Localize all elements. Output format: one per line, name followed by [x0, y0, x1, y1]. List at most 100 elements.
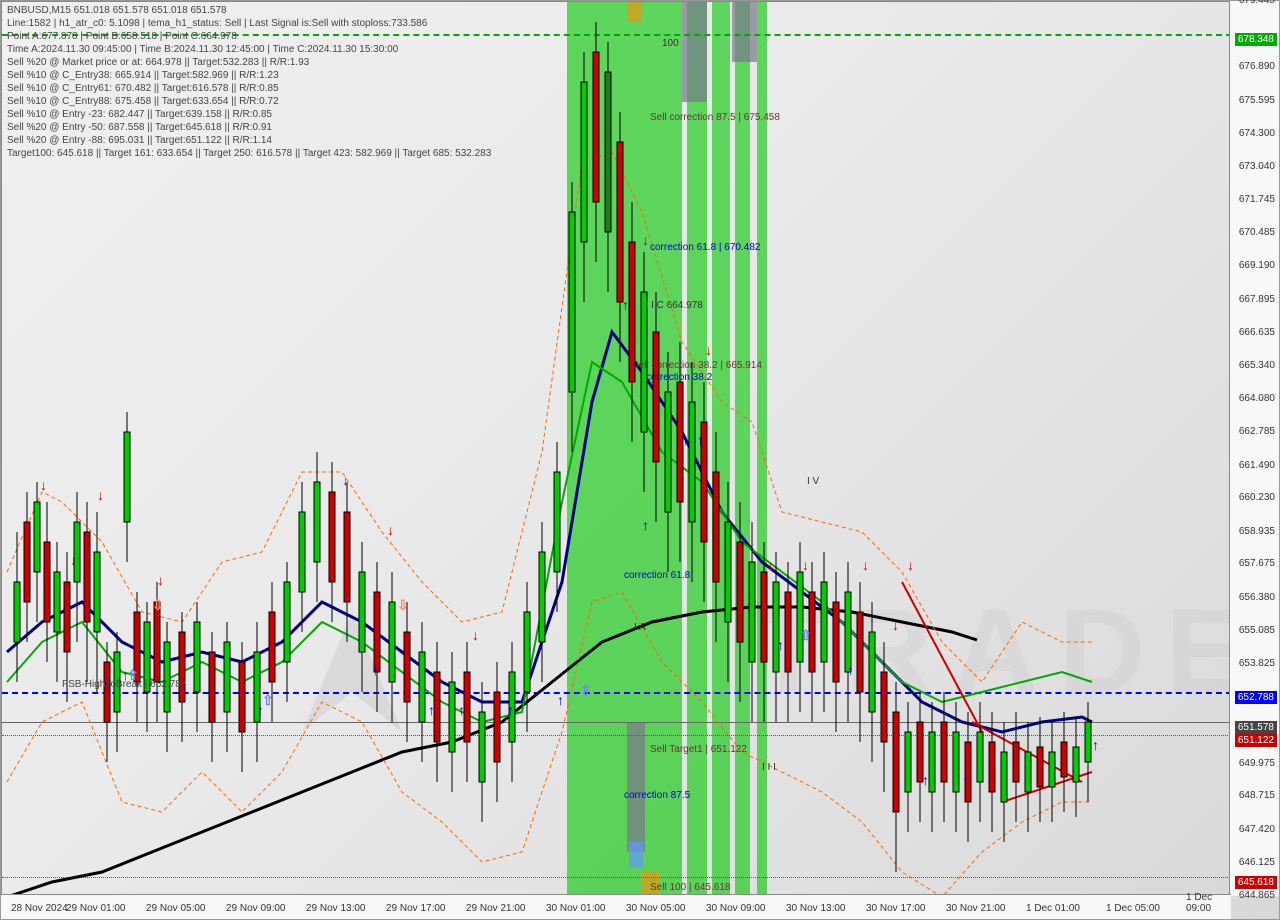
price-tick: 673.040: [1239, 161, 1275, 172]
annotation-sell-target: Sell Target1 | 651.122: [650, 744, 747, 755]
price-badge: 652.788: [1235, 691, 1277, 704]
annotation-c-line: I I I C 664.978: [640, 300, 703, 311]
price-tick: 661.490: [1239, 460, 1275, 471]
price-tick: 666.635: [1239, 327, 1275, 338]
symbol-header: BNBUSD,M15 651.018 651.578 651.018 651.5…: [7, 5, 227, 16]
annotation-sell-100: Sell 100 | 645.618: [650, 882, 730, 893]
signal-arrow-icon: ↑: [642, 517, 649, 533]
time-tick: 30 Nov 13:00: [786, 903, 846, 914]
time-tick: 29 Nov 09:00: [226, 903, 286, 914]
info-line: Sell %20 @ Entry -88: 695.031 || Target:…: [7, 135, 272, 146]
price-tick: 656.380: [1239, 592, 1275, 603]
price-tick: 670.485: [1239, 227, 1275, 238]
signal-arrow-icon: ↑: [102, 677, 109, 693]
price-tick: 674.300: [1239, 128, 1275, 139]
signal-arrow-icon: ↓: [472, 627, 479, 643]
annotation-corr-618: correction 61.8 | 670.482: [650, 242, 760, 253]
time-tick: 29 Nov 01:00: [66, 903, 126, 914]
time-tick: 29 Nov 13:00: [306, 903, 366, 914]
signal-arrow-icon: ↑: [697, 432, 704, 448]
price-tick: 644.865: [1239, 890, 1275, 901]
info-line: Sell %10 @ C_Entry61: 670.482 || Target:…: [7, 83, 279, 94]
info-line: Point A:677.878 | Point B:658.518 | Poin…: [7, 31, 237, 42]
annotation-iii: I I I: [762, 762, 776, 773]
signal-arrow-icon: ↓: [157, 572, 164, 588]
time-tick: 1 Dec 09:00: [1186, 892, 1231, 914]
signal-arrow-icon: ↑: [428, 702, 435, 718]
signal-arrow-icon: ↓: [862, 557, 869, 573]
signal-arrow-icon: ↓: [387, 522, 394, 538]
signal-arrow-icon: ↓: [40, 477, 47, 493]
signal-arrow-icon: ↑: [372, 662, 379, 678]
info-line: Sell %20 @ Entry -50: 687.558 || Target:…: [7, 122, 272, 133]
time-tick: 30 Nov 09:00: [706, 903, 766, 914]
signal-arrow-icon: ↓: [342, 472, 349, 488]
info-line: Sell %20 @ Market price or at: 664.978 |…: [7, 57, 309, 68]
info-line: Line:1582 | h1_atr_c0: 5.1098 | tema_h1_…: [7, 18, 427, 29]
time-tick: 29 Nov 17:00: [386, 903, 446, 914]
signal-arrow-icon: ↓: [892, 617, 899, 633]
time-tick: 30 Nov 21:00: [946, 903, 1006, 914]
price-tick: 655.085: [1239, 625, 1275, 636]
price-tick: 679.445: [1239, 0, 1275, 6]
time-axis: 28 Nov 202429 Nov 01:0029 Nov 05:0029 No…: [1, 894, 1231, 919]
time-tick: 1 Dec 01:00: [1026, 903, 1080, 914]
price-badge: 651.122: [1235, 734, 1277, 747]
signal-arrow-icon: ↓: [642, 232, 649, 248]
price-tick: 660.230: [1239, 492, 1275, 503]
annotation-sell-corr-875: Sell correction 87.5 | 675.458: [650, 112, 780, 123]
info-line: Time A:2024.11.30 09:45:00 | Time B:2024…: [7, 44, 398, 55]
annotation-a: I A: [634, 622, 646, 633]
time-tick: 29 Nov 05:00: [146, 903, 206, 914]
price-tick: 647.420: [1239, 824, 1275, 835]
signal-arrow-icon: ⇩: [397, 597, 409, 614]
time-tick: 30 Nov 05:00: [626, 903, 686, 914]
signal-arrow-icon: ↑: [557, 692, 564, 708]
signal-arrow-icon: ↓: [705, 342, 712, 358]
signal-arrow-icon: ⇧: [580, 682, 592, 699]
annotation-sell-corr-382: Sell correction 38.2 | 665.914: [632, 360, 762, 371]
signal-arrow-icon: ↑: [922, 772, 929, 788]
info-line: Target100: 645.618 || Target 161: 633.65…: [7, 148, 491, 159]
price-tick: 648.715: [1239, 790, 1275, 801]
time-tick: 1 Dec 05:00: [1106, 903, 1160, 914]
signal-arrow-icon: ↑: [682, 432, 689, 448]
signal-arrow-icon: ⇩: [152, 597, 164, 614]
signal-arrow-icon: ↓: [802, 557, 809, 573]
signal-arrow-icon: ↑: [962, 772, 969, 788]
price-tick: 657.675: [1239, 558, 1275, 569]
annotation-corr-618b: correction 61.8: [624, 570, 690, 581]
price-badge: 678.348: [1235, 33, 1277, 46]
annotation-iv: I V: [807, 476, 819, 487]
annotation-corr-875: correction 87.5: [624, 790, 690, 801]
price-badge: 645.618: [1235, 876, 1277, 889]
signal-arrow-icon: ↓: [70, 552, 77, 568]
chart-area[interactable]: TRADE: [1, 1, 1231, 896]
signal-arrow-icon: ↑: [458, 702, 465, 718]
signal-arrow-icon: ↑: [777, 637, 784, 653]
price-tick: 665.340: [1239, 360, 1275, 371]
price-tick: 653.825: [1239, 658, 1275, 669]
time-tick: 29 Nov 21:00: [466, 903, 526, 914]
time-tick: 30 Nov 01:00: [546, 903, 606, 914]
price-tick: 664.080: [1239, 393, 1275, 404]
price-tick: 667.895: [1239, 294, 1275, 305]
price-tick: 675.595: [1239, 95, 1275, 106]
signal-arrow-icon: ⇧: [262, 692, 274, 709]
price-badge: 651.578: [1235, 721, 1277, 734]
price-tick: 676.890: [1239, 61, 1275, 72]
annotation-100: 100: [662, 38, 679, 49]
signal-arrow-icon: ↑: [622, 297, 629, 313]
time-tick: 30 Nov 17:00: [866, 903, 926, 914]
info-line: Sell %10 @ C_Entry38: 665.914 || Target:…: [7, 70, 279, 81]
signal-arrow-icon: ⇧: [800, 627, 812, 644]
price-tick: 649.975: [1239, 758, 1275, 769]
info-line: Sell %10 @ Entry -23: 682.447 || Target:…: [7, 109, 272, 120]
info-line: Sell %10 @ C_Entry88: 675.458 || Target:…: [7, 96, 279, 107]
signal-arrow-icon: ↑: [847, 662, 854, 678]
signal-arrow-icon: ↓: [97, 487, 104, 503]
price-tick: 658.935: [1239, 526, 1275, 537]
price-tick: 662.785: [1239, 426, 1275, 437]
annotation-corr-382: correction 38.2: [646, 372, 712, 383]
signal-arrow-icon: ↓: [767, 557, 774, 573]
